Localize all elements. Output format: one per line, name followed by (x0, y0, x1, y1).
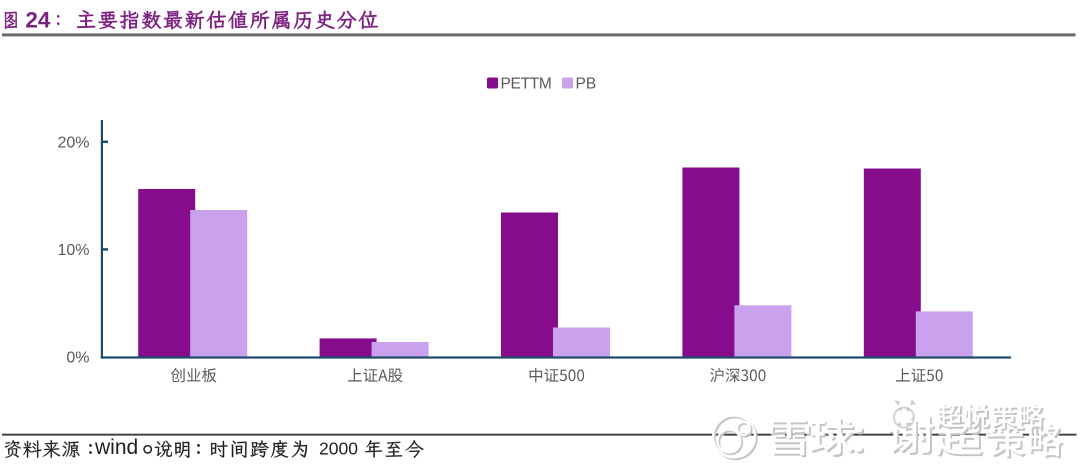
svg-text:10%: 10% (57, 242, 89, 259)
svg-text:PB: PB (576, 75, 597, 92)
svg-text:2000: 2000 (319, 438, 358, 458)
svg-text:wind: wind (94, 436, 138, 459)
svg-text:0%: 0% (66, 349, 89, 366)
svg-text:24: 24 (25, 7, 51, 32)
svg-text:20%: 20% (57, 134, 89, 151)
svg-text:PETTM: PETTM (501, 75, 552, 92)
